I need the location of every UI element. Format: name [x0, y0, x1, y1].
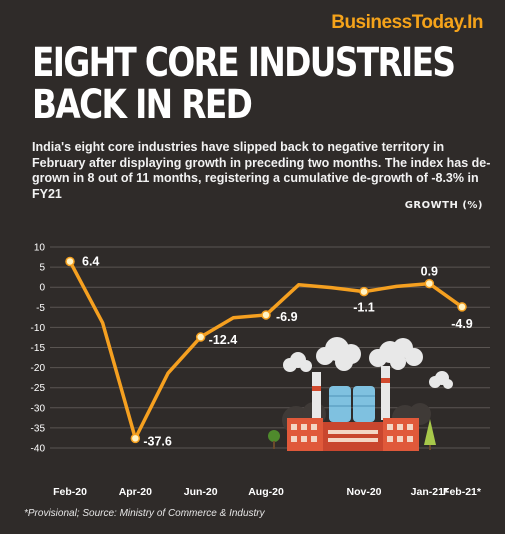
y-tick-label: -25	[31, 383, 46, 394]
data-label: -6.9	[276, 310, 298, 324]
x-tick-label: Apr-20	[119, 486, 152, 498]
brand-logo: BusinessToday.In	[331, 12, 483, 33]
y-tick-label: 5	[39, 263, 45, 274]
y-tick-label: -5	[36, 303, 45, 314]
data-label: -37.6	[143, 434, 172, 448]
data-point	[65, 256, 75, 267]
x-tick-label: Feb-21*	[443, 486, 482, 498]
y-axis-label: GROWTH (%)	[404, 200, 483, 211]
page-title: EIGHT CORE INDUSTRIES BACK IN RED	[32, 40, 456, 128]
data-point	[130, 433, 141, 444]
subtitle: India's eight core industries have slipp…	[32, 140, 491, 201]
data-point	[457, 302, 467, 312]
title-line-2: BACK IN RED	[32, 82, 253, 128]
data-label: -4.9	[451, 317, 473, 331]
y-tick-label: -20	[31, 363, 46, 374]
data-point	[424, 278, 435, 289]
y-tick-label: -10	[31, 323, 46, 334]
y-tick-label: -30	[31, 403, 46, 414]
data-point	[359, 286, 369, 297]
x-tick-label: Jun-20	[184, 486, 218, 498]
x-tick-label: Jan-21*	[411, 486, 449, 498]
y-tick-label: 10	[34, 243, 46, 254]
source-footnote: *Provisional; Source: Ministry of Commer…	[24, 508, 265, 519]
y-tick-label: 0	[39, 283, 45, 294]
data-label: 6.4	[82, 254, 99, 268]
data-label: -1.1	[353, 301, 375, 315]
y-tick-label: -35	[31, 423, 46, 434]
data-point	[261, 310, 271, 320]
data-label: -12.4	[209, 333, 238, 347]
y-axis-ticks: 10 5 0 -5 -10 -15 -20 -25 -30 -35 -40	[31, 243, 46, 455]
title-line-1: EIGHT CORE INDUSTRIES	[32, 40, 456, 86]
data-point	[195, 332, 206, 342]
data-label: 0.9	[421, 265, 438, 279]
x-axis-ticks: Feb-20 Apr-20 Jun-20 Aug-20 Nov-20 Jan-21*Feb…	[53, 486, 482, 498]
data-labels: 6.4 -37.6 -12.4 -6.9 -1.1 0.9 -4.9	[82, 254, 473, 448]
series-growth	[65, 256, 467, 444]
y-tick-label: -15	[31, 343, 46, 354]
y-tick-label: -40	[31, 444, 46, 455]
x-tick-label: Aug-20	[248, 486, 284, 498]
factory-illustration	[268, 337, 453, 451]
x-tick-label: Nov-20	[346, 486, 381, 498]
x-tick-label: Feb-20	[53, 486, 87, 498]
